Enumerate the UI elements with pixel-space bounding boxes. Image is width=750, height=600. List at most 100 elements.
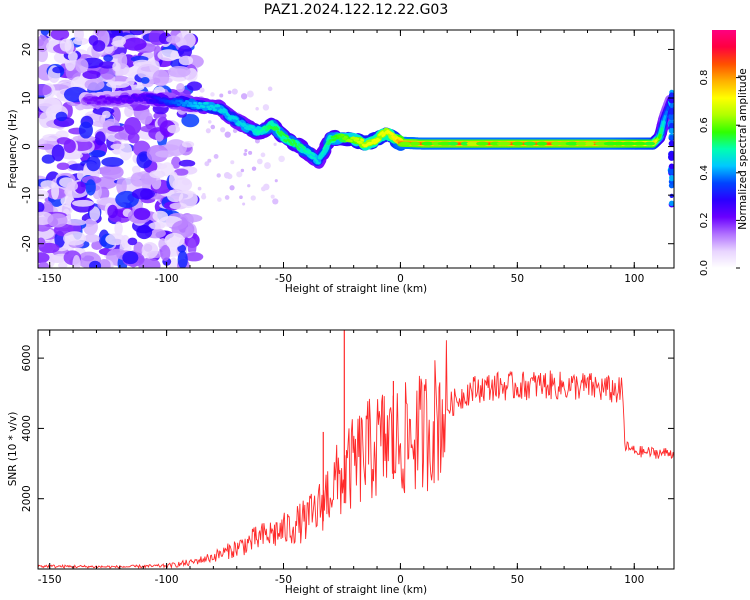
edge-blob bbox=[668, 122, 674, 129]
colorbar-tick-label: 0.6 bbox=[699, 117, 710, 133]
noise-blob bbox=[88, 149, 106, 158]
noise-blob bbox=[176, 82, 185, 93]
noise-blob bbox=[172, 177, 193, 193]
noise-speck bbox=[267, 86, 273, 92]
edge-blob bbox=[669, 103, 674, 109]
ridge-segment bbox=[360, 138, 365, 142]
noise-speck bbox=[232, 128, 238, 134]
noise-blob bbox=[75, 58, 89, 73]
noise-blob bbox=[82, 218, 98, 236]
noise-speck bbox=[217, 197, 222, 202]
ridge-segment bbox=[293, 141, 298, 146]
noise-blob bbox=[178, 159, 196, 167]
noise-blob bbox=[107, 125, 125, 132]
noise-blob bbox=[103, 54, 113, 62]
noise-blob bbox=[82, 70, 101, 80]
noise-blob bbox=[178, 190, 198, 208]
noise-blob bbox=[181, 141, 195, 148]
spectrogram-ytick-label: 0 bbox=[21, 143, 33, 150]
noise-blob bbox=[131, 188, 155, 200]
noise-speck bbox=[224, 131, 231, 138]
noise-speck bbox=[242, 202, 246, 206]
noise-speck bbox=[255, 107, 259, 111]
ridge-segment bbox=[281, 132, 286, 136]
noise-blob bbox=[177, 244, 187, 253]
noise-blob bbox=[89, 260, 102, 268]
snr-ytick-label: 2000 bbox=[21, 485, 33, 512]
noise-blob bbox=[72, 255, 81, 268]
colorbar-gradient bbox=[712, 30, 736, 268]
ridge-segment bbox=[394, 140, 399, 144]
ridge-segment bbox=[299, 143, 304, 148]
noise-blob bbox=[119, 142, 133, 161]
ridge-segment bbox=[247, 127, 252, 131]
noise-speck bbox=[239, 195, 243, 200]
ridge-segment bbox=[358, 140, 363, 144]
ridge-segment bbox=[307, 149, 312, 154]
ridge-segment bbox=[278, 132, 283, 137]
ridge-segment bbox=[252, 130, 257, 134]
ridge-segment bbox=[355, 137, 360, 141]
noise-blob bbox=[40, 30, 50, 36]
colorbar: 0.0 0.2 0.4 0.6 0.8 Normalized spectral ampl… bbox=[699, 30, 749, 276]
spectrogram-xtick-label: -100 bbox=[155, 273, 179, 285]
ridge-segment bbox=[371, 138, 376, 143]
snr-xtick-label: 50 bbox=[511, 574, 524, 586]
noise-speck bbox=[231, 88, 238, 95]
snr-frame bbox=[37, 329, 675, 570]
noise-speck bbox=[213, 154, 219, 159]
edge-blob bbox=[669, 193, 674, 198]
snr-xtick-label: -50 bbox=[275, 574, 292, 586]
ridge-blob bbox=[620, 141, 637, 146]
noise-blob bbox=[122, 250, 139, 265]
ridge-blob bbox=[551, 141, 561, 146]
ridge-blob bbox=[421, 141, 434, 146]
ridge-segment bbox=[309, 154, 314, 159]
edge-blob bbox=[668, 140, 674, 147]
noise-blob bbox=[101, 157, 124, 167]
ridge-segment bbox=[255, 125, 263, 132]
snr-xtick-label: 0 bbox=[397, 574, 404, 586]
spectrogram-xtick-label: -150 bbox=[38, 273, 62, 285]
noise-speck bbox=[270, 194, 275, 199]
noise-speck bbox=[223, 171, 231, 179]
noise-blob bbox=[187, 238, 197, 256]
noise-blob bbox=[94, 131, 106, 146]
noise-speck bbox=[236, 171, 243, 178]
ridge-segment bbox=[314, 158, 319, 163]
noise-blob bbox=[167, 65, 191, 78]
ridge-segment bbox=[265, 127, 270, 132]
ridge-segment bbox=[243, 126, 249, 130]
noise-speck bbox=[273, 142, 277, 146]
noise-blob bbox=[83, 234, 100, 243]
noise-blob bbox=[181, 113, 200, 128]
noise-blob bbox=[55, 111, 68, 122]
ridge-segment bbox=[240, 123, 245, 127]
snr-ytick-label: 6000 bbox=[21, 345, 33, 372]
noise-speck bbox=[202, 193, 206, 197]
edge-blob bbox=[668, 113, 674, 121]
ridge-segment bbox=[353, 138, 358, 142]
noise-speck bbox=[244, 149, 248, 153]
ridge-blob bbox=[460, 141, 469, 146]
noise-blob bbox=[51, 182, 60, 200]
noise-blob bbox=[63, 231, 87, 246]
spectrogram-xlabel: Height of straight line (km) bbox=[285, 283, 427, 295]
ridge-segment bbox=[284, 134, 289, 138]
noise-blob bbox=[112, 35, 126, 47]
ridge-segment bbox=[255, 131, 260, 136]
noise-speck bbox=[246, 90, 254, 98]
ridge-blob bbox=[633, 141, 646, 146]
spectrogram-ytick-label: 10 bbox=[21, 91, 33, 104]
noise-speck bbox=[216, 173, 221, 178]
ridge-segment bbox=[225, 112, 231, 117]
edge-blob bbox=[669, 176, 674, 182]
noise-blob bbox=[50, 30, 70, 41]
ridge-segment bbox=[222, 108, 227, 112]
noise-blob bbox=[84, 78, 105, 91]
ridge-blob bbox=[466, 141, 479, 146]
snr-xtick-label: -150 bbox=[38, 574, 62, 586]
ridge-segment bbox=[253, 128, 258, 132]
noise-blob bbox=[155, 150, 175, 158]
